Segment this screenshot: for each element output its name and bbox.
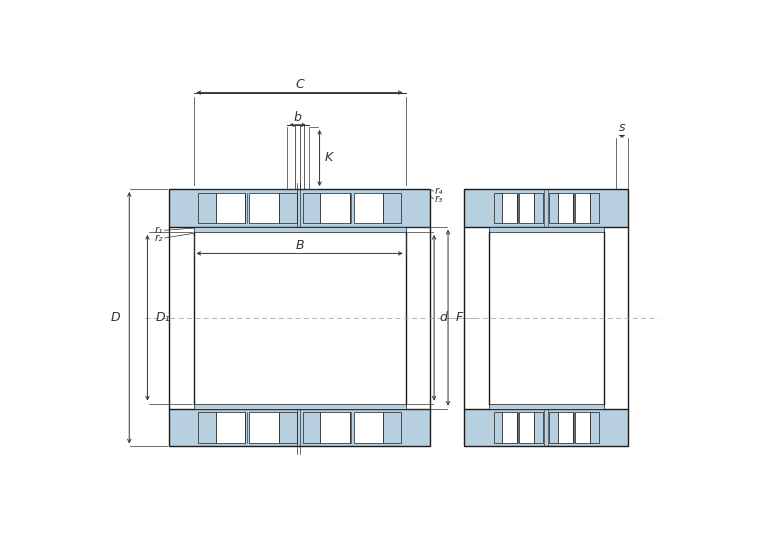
Text: b: b bbox=[294, 110, 302, 124]
Bar bbox=[493, 412, 503, 443]
Bar bbox=[489, 227, 604, 232]
Bar bbox=[465, 409, 628, 446]
Bar bbox=[493, 193, 503, 223]
Bar bbox=[193, 403, 406, 409]
Bar bbox=[169, 409, 430, 446]
Bar bbox=[558, 193, 573, 223]
Bar bbox=[549, 412, 558, 443]
Text: C: C bbox=[295, 79, 304, 91]
Bar bbox=[503, 412, 518, 443]
Text: s: s bbox=[619, 121, 626, 134]
Bar bbox=[590, 193, 599, 223]
Bar bbox=[534, 193, 543, 223]
Text: D₁: D₁ bbox=[156, 311, 170, 324]
Bar bbox=[216, 193, 246, 223]
Bar bbox=[249, 412, 279, 443]
Bar bbox=[321, 193, 350, 223]
Bar bbox=[575, 412, 590, 443]
Text: r₁: r₁ bbox=[155, 225, 163, 235]
Bar bbox=[590, 412, 599, 443]
Bar bbox=[169, 189, 430, 227]
Bar bbox=[193, 227, 406, 232]
Bar bbox=[519, 193, 534, 223]
Text: d: d bbox=[439, 311, 447, 324]
Bar bbox=[199, 193, 216, 223]
Bar bbox=[465, 189, 628, 227]
Bar bbox=[321, 412, 350, 443]
Bar bbox=[575, 193, 590, 223]
Bar bbox=[303, 412, 321, 443]
Bar bbox=[279, 412, 296, 443]
Text: F: F bbox=[455, 311, 463, 324]
Bar bbox=[489, 403, 604, 409]
Bar bbox=[353, 193, 383, 223]
Bar bbox=[558, 412, 573, 443]
Text: K: K bbox=[325, 152, 333, 164]
Bar bbox=[519, 412, 534, 443]
Bar bbox=[534, 412, 543, 443]
Text: r₂: r₂ bbox=[155, 233, 163, 243]
Bar bbox=[503, 193, 518, 223]
Bar bbox=[216, 412, 246, 443]
Bar bbox=[549, 193, 558, 223]
Bar bbox=[279, 193, 296, 223]
Bar bbox=[383, 193, 401, 223]
Bar bbox=[199, 412, 216, 443]
Bar bbox=[249, 193, 279, 223]
Bar bbox=[383, 412, 401, 443]
Text: r₄: r₄ bbox=[435, 186, 443, 196]
Text: B: B bbox=[296, 239, 304, 252]
Text: r₃: r₃ bbox=[435, 193, 443, 203]
Text: D: D bbox=[111, 311, 120, 324]
Bar bbox=[303, 193, 321, 223]
Bar bbox=[353, 412, 383, 443]
